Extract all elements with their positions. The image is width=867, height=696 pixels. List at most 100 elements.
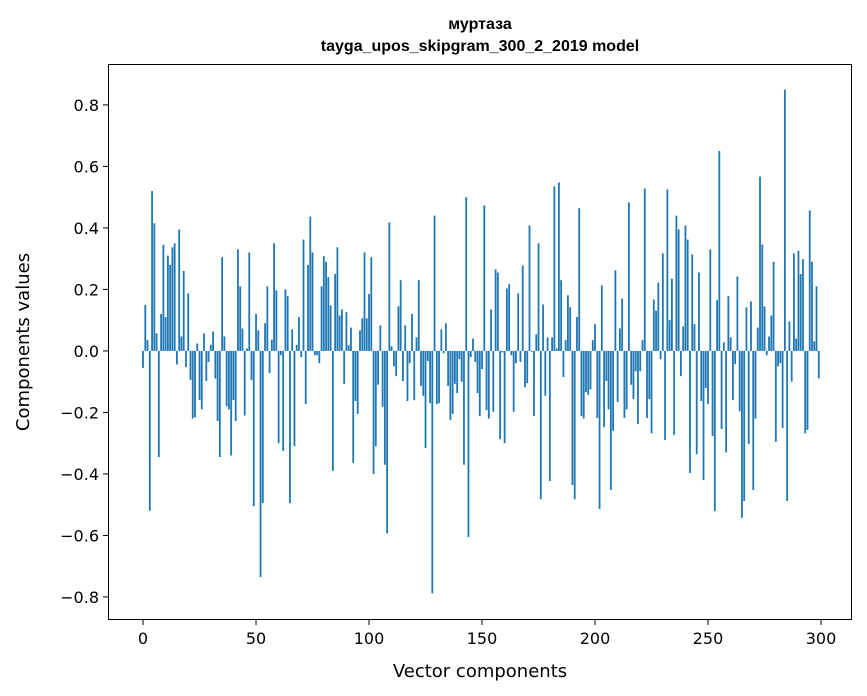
bar-145 <box>469 350 472 358</box>
bar-96 <box>359 330 361 351</box>
x-axis-ticks: 0 50 100 150 200 250 300 <box>138 620 836 648</box>
bar-113 <box>397 306 400 351</box>
bar-131 <box>438 350 440 404</box>
y-tick-label: −0.4 <box>60 465 99 484</box>
bar-103 <box>374 350 377 447</box>
bar-146 <box>472 338 474 351</box>
bar-169 <box>524 350 526 388</box>
bar-130 <box>435 350 438 405</box>
bar-260 <box>729 337 732 351</box>
bar-285 <box>786 350 789 501</box>
bar-271 <box>754 350 757 419</box>
bar-182 <box>553 186 556 351</box>
bar-218 <box>634 350 637 372</box>
bar-28 <box>205 350 208 382</box>
bar-243 <box>691 254 694 351</box>
bar-185 <box>560 280 563 351</box>
bar-296 <box>811 261 813 351</box>
bar-136 <box>449 350 452 421</box>
bar-110 <box>390 346 393 351</box>
x-tick-label: 50 <box>246 629 266 648</box>
bar-116 <box>404 325 407 351</box>
bar-280 <box>774 350 777 442</box>
bar-168 <box>521 265 524 351</box>
bar-166 <box>517 293 520 351</box>
bar-101 <box>370 257 373 351</box>
bar-49 <box>252 350 255 507</box>
bar-202 <box>598 350 601 509</box>
bar-124 <box>422 350 425 396</box>
bar-25 <box>198 350 201 401</box>
bar-14 <box>173 243 176 351</box>
bar-1 <box>144 304 147 351</box>
bar-253 <box>713 350 716 512</box>
bar-231 <box>664 350 666 441</box>
bar-80 <box>322 256 325 351</box>
bar-288 <box>793 253 795 351</box>
bar-226 <box>652 299 655 351</box>
bar-99 <box>365 318 368 351</box>
bar-56 <box>268 350 271 374</box>
bar-224 <box>648 350 651 400</box>
bar-108 <box>386 350 389 534</box>
bar-199 <box>591 340 594 351</box>
bar-133 <box>442 350 445 354</box>
bar-215 <box>628 202 630 351</box>
bar-210 <box>616 350 619 402</box>
bar-178 <box>544 350 547 396</box>
bar-85 <box>334 274 337 351</box>
bar-57 <box>270 339 273 351</box>
bar-232 <box>666 189 669 351</box>
bar-69 <box>298 317 300 351</box>
bar-295 <box>808 210 811 351</box>
bar-88 <box>341 309 343 351</box>
bar-44 <box>241 328 244 351</box>
bar-272 <box>756 327 759 351</box>
bar-234 <box>670 278 673 351</box>
bar-216 <box>630 350 633 385</box>
bar-139 <box>456 350 459 394</box>
y-tick-label: 0.2 <box>74 280 99 299</box>
y-tick-label: 0.8 <box>74 96 99 115</box>
bar-258 <box>725 350 728 453</box>
bar-13 <box>171 247 174 351</box>
plot-frame <box>108 64 852 620</box>
bar-229 <box>659 350 662 360</box>
bar-47 <box>248 252 251 351</box>
bar-152 <box>485 350 488 411</box>
bar-119 <box>411 314 413 351</box>
bar-40 <box>232 350 235 401</box>
bar-71 <box>302 239 305 351</box>
bar-22 <box>191 350 194 419</box>
bar-254 <box>716 300 718 351</box>
bar-279 <box>772 261 775 351</box>
bar-293 <box>804 350 807 434</box>
bar-115 <box>402 350 404 382</box>
bar-144 <box>467 350 470 537</box>
bar-181 <box>551 337 553 351</box>
bar-239 <box>682 326 685 351</box>
bar-221 <box>641 340 644 351</box>
bar-10 <box>164 317 167 351</box>
bar-102 <box>372 350 375 474</box>
bar-259 <box>727 296 730 351</box>
bar-228 <box>657 282 660 351</box>
bar-174 <box>535 334 538 351</box>
bar-79 <box>320 286 323 351</box>
bar-42 <box>237 249 239 351</box>
bar-263 <box>736 276 739 351</box>
bar-137 <box>451 350 454 414</box>
bar-54 <box>264 323 266 351</box>
bar-35 <box>221 257 224 351</box>
bar-8 <box>160 314 163 351</box>
bar-75 <box>311 252 314 351</box>
chart-title-line2: tayga_upos_skipgram_300_2_2019 model <box>321 38 639 55</box>
bar-237 <box>677 229 680 351</box>
bar-252 <box>711 350 714 437</box>
bar-41 <box>234 350 237 422</box>
bar-209 <box>614 270 617 351</box>
bar-191 <box>573 350 576 500</box>
bar-155 <box>492 350 495 412</box>
bar-201 <box>596 350 599 418</box>
